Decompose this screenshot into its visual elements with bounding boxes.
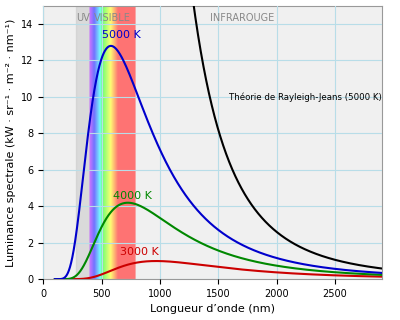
Text: 4000 K: 4000 K xyxy=(113,191,152,201)
Text: INFRAROUGE: INFRAROUGE xyxy=(210,13,274,23)
Text: 5000 K: 5000 K xyxy=(102,30,140,40)
Bar xyxy=(76,5,90,279)
X-axis label: Longueur d’onde (nm): Longueur d’onde (nm) xyxy=(150,304,275,315)
Text: 3000 K: 3000 K xyxy=(120,246,159,257)
Text: VISIBLE: VISIBLE xyxy=(94,13,130,23)
Y-axis label: Luminance spectrale (kW · sr⁻¹ · m⁻² · nm⁻¹): Luminance spectrale (kW · sr⁻¹ · m⁻² · n… xyxy=(6,18,16,267)
Text: Théorie de Rayleigh-Jeans (5000 K): Théorie de Rayleigh-Jeans (5000 K) xyxy=(229,92,382,101)
Text: UV: UV xyxy=(76,13,90,23)
